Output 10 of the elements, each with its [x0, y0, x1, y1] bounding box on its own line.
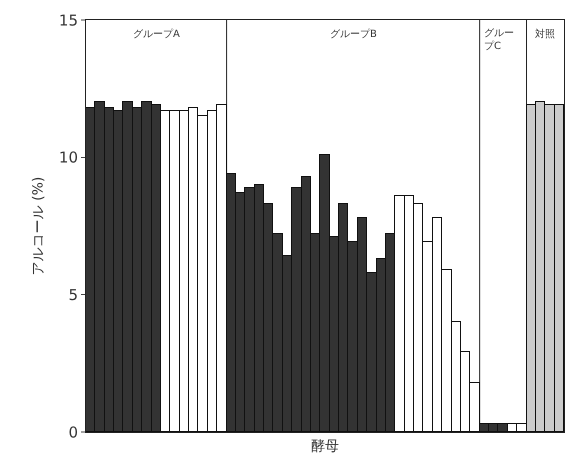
x-axis-title: 酵母	[311, 438, 339, 454]
annotation: グループB	[330, 28, 377, 40]
y-axis-title: アルコール (%)	[30, 176, 47, 276]
annotation: グループC	[484, 28, 514, 52]
annotation: グループA	[133, 28, 180, 40]
annotation: 対照	[535, 28, 555, 40]
y-tick-label: 0	[68, 423, 78, 442]
y-tick-label: 15	[58, 11, 78, 30]
y-tick-label: 5	[68, 286, 78, 304]
y-tick-label: 10	[58, 148, 78, 167]
